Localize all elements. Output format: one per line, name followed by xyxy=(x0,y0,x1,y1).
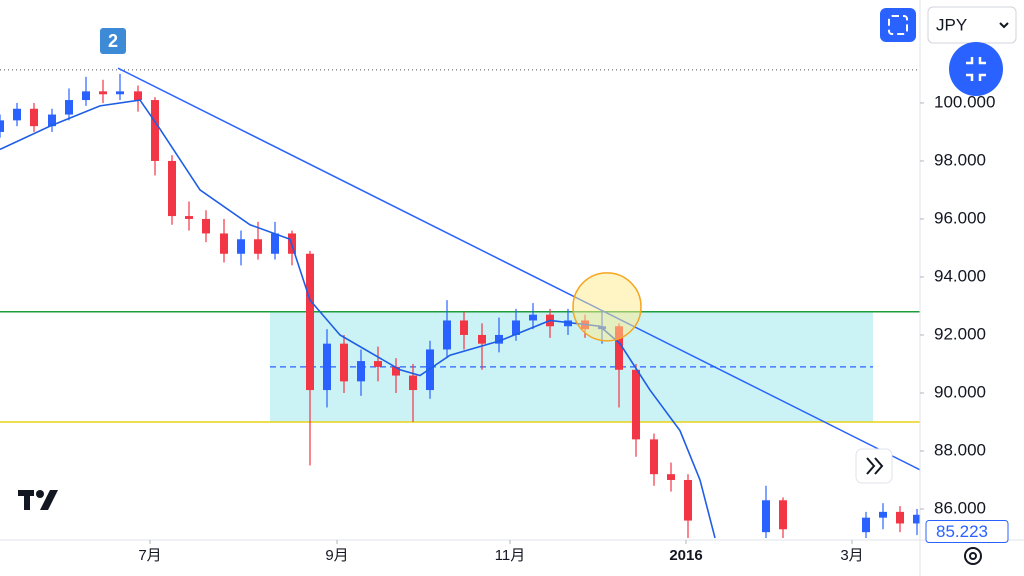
dropdown-arrow xyxy=(999,22,1009,29)
x-tick-label: 3月 xyxy=(840,547,863,564)
candle-body xyxy=(357,361,365,382)
candle-body xyxy=(896,511,904,524)
y-tick-label: 88.000 xyxy=(934,440,986,459)
y-tick-label: 92.000 xyxy=(934,324,986,343)
x-tick-label: 7月 xyxy=(138,547,161,564)
badge xyxy=(100,28,126,54)
candle-body xyxy=(82,91,90,101)
collapse-icon xyxy=(966,57,986,81)
y-tick-label: 98.000 xyxy=(934,150,986,169)
candle-body xyxy=(879,511,887,518)
candle-body xyxy=(762,500,770,533)
settings-button[interactable] xyxy=(964,547,982,565)
candle-body xyxy=(913,514,920,524)
candle-body xyxy=(632,369,640,440)
candle-body xyxy=(254,239,262,254)
candle-body xyxy=(220,233,228,254)
y-tick-label: 86.000 xyxy=(934,498,986,517)
candle-body xyxy=(237,239,245,254)
candle-body xyxy=(13,108,21,121)
screenshot-icon xyxy=(888,15,908,35)
axes: 86.000 88.000 90.000 92.000 94.000 96.000 98.0… xyxy=(100,28,1009,564)
currency-label: JPY xyxy=(936,15,967,34)
highlight-circle xyxy=(572,272,642,342)
candle-body xyxy=(116,91,124,95)
screenshot-button[interactable] xyxy=(880,8,916,42)
badge-label: 2 xyxy=(108,31,118,51)
candle-body xyxy=(185,216,193,219)
candle-body xyxy=(529,314,537,321)
candle-body xyxy=(684,479,692,521)
candle-body xyxy=(0,120,4,132)
moving-average xyxy=(0,99,716,539)
candle-body xyxy=(667,474,675,480)
candle-body xyxy=(495,334,503,344)
candle-body xyxy=(323,343,331,391)
candle-body xyxy=(392,366,400,376)
y-tick-label: 100.000 xyxy=(934,92,995,111)
candle-body xyxy=(151,100,159,161)
candle-body xyxy=(478,334,486,344)
candle-body xyxy=(306,253,314,391)
scroll-icon xyxy=(866,457,884,475)
candle-body xyxy=(168,160,176,217)
candle-body xyxy=(862,517,870,533)
candle-body xyxy=(426,349,434,391)
candle-body xyxy=(202,218,210,234)
x-tick-label: 2016 xyxy=(669,547,702,564)
y-tick-label: 90.000 xyxy=(934,382,986,401)
candle-body xyxy=(512,320,520,335)
last-price-label: 85.223 xyxy=(936,522,988,541)
plot-area xyxy=(0,67,920,539)
candle-body xyxy=(443,320,451,350)
y-tick-label: 94.000 xyxy=(934,266,986,285)
candle-body xyxy=(65,100,73,115)
candle-body xyxy=(564,320,572,327)
trend-line xyxy=(117,67,920,471)
candle-body xyxy=(650,439,658,475)
candle-body xyxy=(30,108,38,127)
candle-body xyxy=(779,500,787,530)
candle-body xyxy=(134,91,142,101)
candle-body xyxy=(615,326,623,370)
candle-body xyxy=(340,343,348,382)
x-tick-label: 9月 xyxy=(325,547,348,564)
candle-body xyxy=(48,114,56,127)
settings-icon xyxy=(969,552,977,560)
candle-body xyxy=(271,233,279,254)
logo xyxy=(18,490,58,510)
candle-body xyxy=(99,91,107,95)
collapse-button[interactable] xyxy=(949,42,1003,96)
candle-body xyxy=(374,361,382,367)
last-price-box xyxy=(925,520,1009,544)
y-tick-label: 96.000 xyxy=(934,208,986,227)
candle-body xyxy=(460,320,468,335)
x-tick-label: 11月 xyxy=(495,547,526,564)
candle-body xyxy=(409,375,417,391)
